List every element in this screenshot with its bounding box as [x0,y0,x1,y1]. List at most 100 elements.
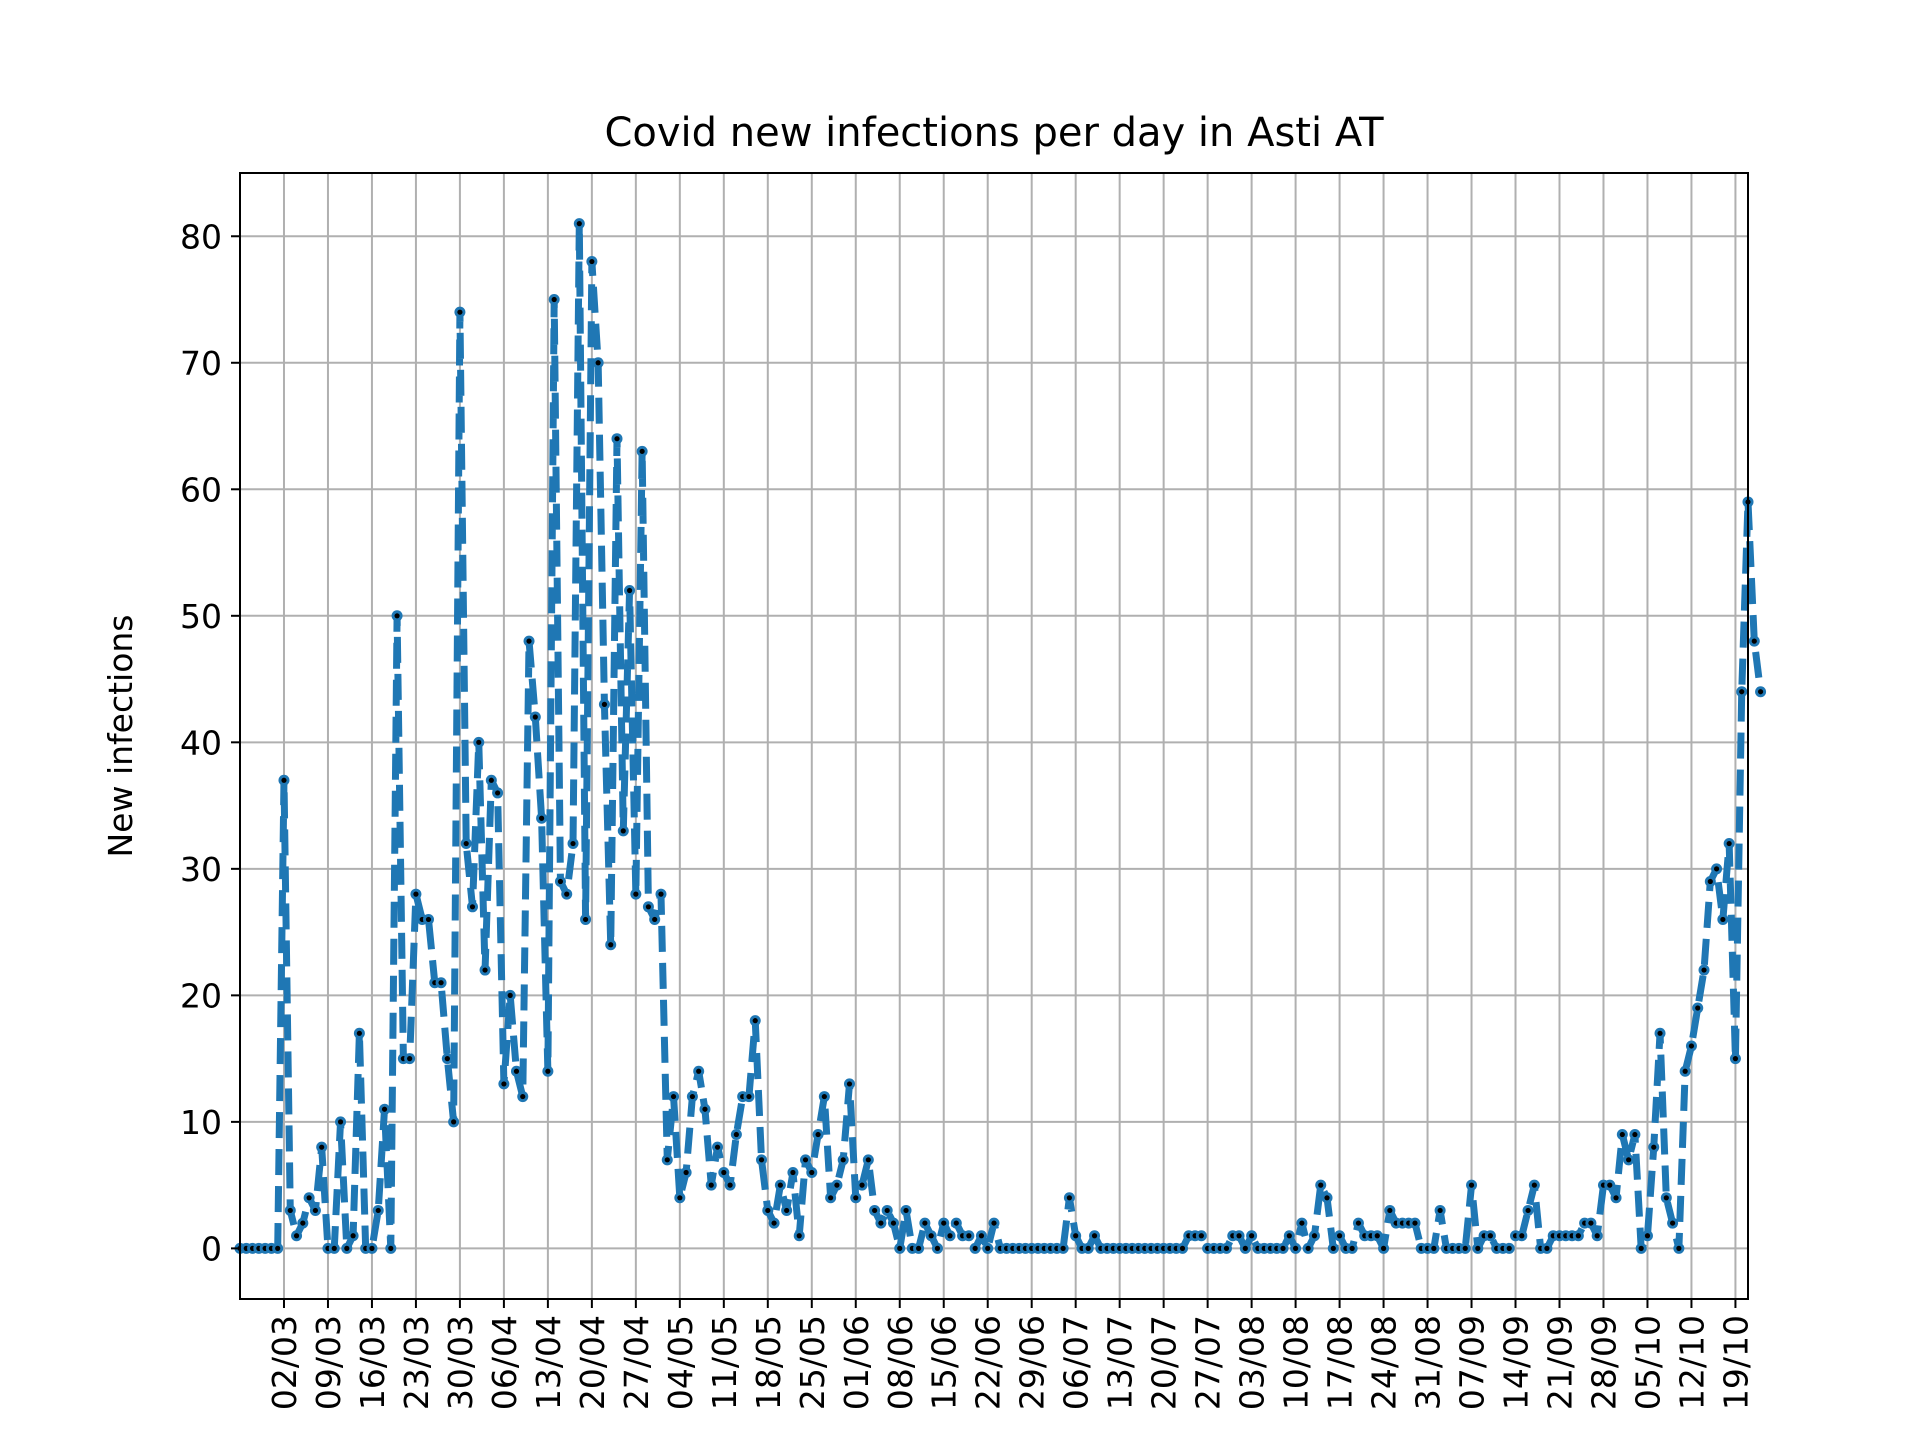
data-point [1506,1245,1512,1251]
data-point [1336,1233,1343,1239]
data-point [595,360,601,366]
data-point [1682,1068,1688,1074]
data-point [1236,1233,1242,1239]
x-tick-label: 06/04 [485,1315,524,1410]
x-tick-label: 18/05 [749,1315,788,1410]
y-tick-label: 10 [180,1103,222,1142]
data-point [727,1182,733,1188]
data-point [664,1157,670,1163]
data-point [1575,1233,1581,1239]
data-point [476,739,482,745]
x-axis: 02/03 09/03 16/03 23/03 30/03 06/04 13/04 20/04… [265,1299,1755,1410]
data-point [916,1245,922,1251]
data-point [1355,1220,1362,1226]
data-point [1249,1233,1255,1239]
data-point [796,1233,802,1239]
y-tick-label: 70 [180,344,222,383]
data-point [1330,1245,1336,1251]
data-point [1380,1245,1387,1251]
data-point [947,1233,953,1239]
x-tick-label: 11/05 [705,1315,744,1410]
data-point [872,1207,878,1214]
data-point [1091,1233,1098,1239]
data-point [884,1207,890,1214]
data-point [287,1207,293,1214]
data-point [828,1195,834,1201]
data-point [1607,1182,1613,1188]
data-point [922,1220,928,1226]
data-point [1311,1233,1318,1239]
data-point [576,221,582,227]
data-point [545,1068,551,1074]
data-point [652,916,658,923]
data-point [589,258,595,265]
data-point [1588,1220,1594,1226]
data-point [1412,1220,1418,1226]
data-point [381,1106,388,1112]
data-point [972,1245,978,1251]
data-point [784,1207,790,1214]
x-tick-label: 05/10 [1628,1315,1667,1410]
data-point [1293,1245,1299,1251]
data-point [469,904,476,910]
data-point [1299,1220,1305,1226]
y-tick-label: 60 [180,470,222,509]
data-point [846,1081,853,1087]
data-point [897,1245,903,1251]
x-tick-label: 21/09 [1541,1315,1580,1410]
data-point [1657,1030,1663,1036]
x-tick-label: 29/06 [1013,1315,1052,1410]
data-point [639,448,645,454]
x-tick-label: 19/10 [1716,1315,1755,1410]
data-point [1525,1207,1531,1214]
data-point [1638,1245,1644,1251]
x-tick-label: 30/03 [441,1315,480,1410]
data-point [758,1157,765,1163]
data-point [369,1245,375,1251]
data-point [532,714,538,720]
data-point [721,1169,727,1176]
data-point [1462,1245,1468,1251]
x-tick-label: 27/07 [1189,1315,1228,1410]
x-tick-label: 23/03 [397,1315,436,1410]
y-axis: 0 10 20 30 40 50 60 70 80 [180,217,240,1268]
data-point [765,1207,771,1214]
data-point [771,1220,777,1226]
data-point [407,1056,413,1062]
data-point [633,891,639,897]
data-point [300,1220,306,1226]
data-point [1085,1245,1091,1251]
data-point [1374,1233,1380,1239]
data-point [1726,840,1732,847]
grid-lines [240,173,1748,1299]
data-point [444,1056,450,1062]
x-tick-label: 02/03 [265,1315,304,1410]
data-point [1644,1233,1651,1239]
data-point [356,1030,362,1036]
data-point [953,1220,959,1226]
data-point [394,613,400,619]
data-point [1387,1207,1393,1214]
data-point [1757,689,1764,695]
y-axis-label: New infections [101,614,140,857]
data-point [890,1220,897,1226]
data-point [1431,1245,1437,1251]
data-point [507,992,513,998]
data-point [1619,1131,1625,1138]
data-point [582,916,589,923]
x-tick-label: 31/08 [1409,1315,1448,1410]
data-point [985,1245,991,1251]
data-point [941,1220,947,1226]
data-point [677,1195,683,1201]
data-point [539,815,545,821]
data-point [1670,1220,1676,1226]
data-point [1663,1195,1669,1201]
data-point [1223,1245,1230,1251]
data-point [683,1169,689,1176]
x-tick-label: 13/07 [1101,1315,1140,1410]
data-point [463,840,469,847]
data-point [501,1081,507,1087]
data-point [626,587,633,594]
